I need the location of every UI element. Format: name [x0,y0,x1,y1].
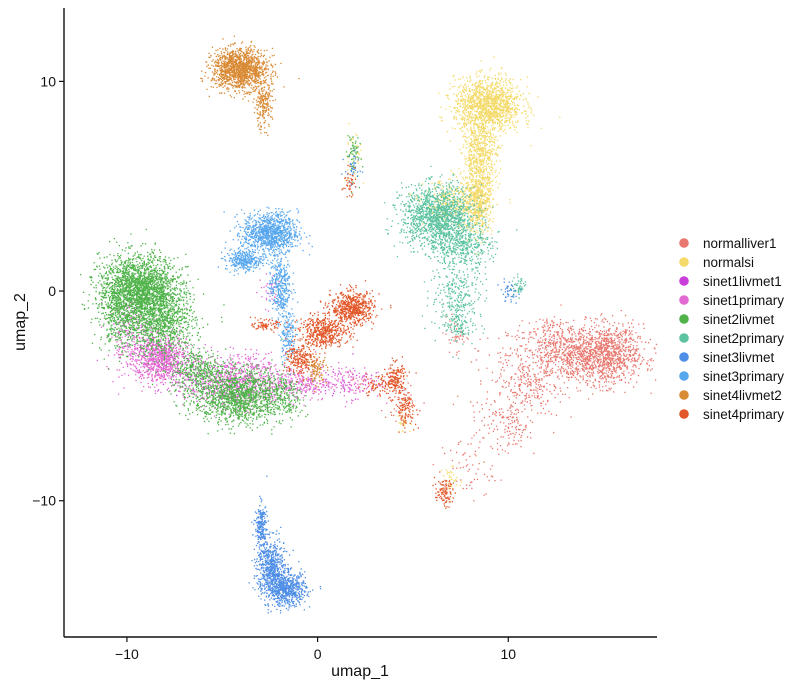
legend-item: sinet2livmet [679,312,775,327]
scatter-points-layer [80,35,658,614]
legend-swatch [679,371,689,381]
series-sinet1primary [96,273,405,417]
legend-swatch [679,333,689,343]
legend-label: normalsi [703,255,754,270]
series-sinet1livmet1 [137,353,381,402]
x-tick-label: 10 [500,646,516,662]
legend-swatch [679,314,689,324]
legend-item: sinet4primary [679,407,784,422]
ticks: −10 0 10 −10 0 10 [32,73,516,662]
x-tick-label: −10 [115,646,139,662]
series-sinet3livmet [248,149,523,614]
legend-label: sinet4livmet2 [703,388,782,403]
series-points-sinet2livmet [80,135,364,435]
series-points-sinet4livmet2 [200,35,329,393]
legend-item: normalsi [679,255,754,270]
legend-swatch [679,390,689,400]
legend-label: sinet1primary [703,293,784,308]
series-points-sinet1primary [96,273,405,417]
legend-label: sinet2primary [703,331,784,346]
legend-label: sinet3primary [703,369,784,384]
legend-label: sinet3livmet [703,350,775,365]
series-points-sinet4primary [249,164,456,509]
series-points-sinet1livmet1 [137,353,381,402]
legend-swatch [679,295,689,305]
legend-item: sinet3livmet [679,350,775,365]
legend-swatch [679,238,689,248]
legend-label: sinet1livmet1 [703,274,782,289]
series-points-sinet3primary [217,206,313,375]
legend-swatch [679,276,689,286]
legend-item: sinet1primary [679,293,784,308]
legend-item: sinet4livmet2 [679,388,782,403]
legend-swatch [679,409,689,419]
legend-item: sinet1livmet1 [679,274,782,289]
series-sinet4primary [249,164,456,509]
x-tick-label: 0 [314,646,322,662]
legend-item: sinet2primary [679,331,784,346]
series-points-sinet3livmet [248,149,523,614]
legend-item: normalliver1 [679,236,777,251]
series-sinet2primary [383,165,527,359]
y-tick-label: 0 [48,283,56,299]
series-sinet2livmet [80,135,364,435]
legend-item: sinet3primary [679,369,784,384]
series-sinet4livmet2 [200,35,329,393]
legend-label: sinet2livmet [703,312,775,327]
y-tick-label: 10 [40,73,56,89]
legend-swatch [679,257,689,267]
series-points-sinet2primary [383,165,527,359]
y-axis-title: umap_2 [12,293,29,351]
legend-label: sinet4primary [703,407,784,422]
legend-label: normalliver1 [703,236,777,251]
legend-swatch [679,352,689,362]
y-tick-label: −10 [32,493,56,509]
series-normalliver1 [379,303,658,502]
legend: normalliver1 normalsi sinet1livmet1 sinet1p… [679,236,784,422]
series-sinet3primary [217,206,313,375]
axes [63,8,657,638]
series-points-normalliver1 [379,303,658,502]
x-axis-title: umap_1 [331,663,389,680]
